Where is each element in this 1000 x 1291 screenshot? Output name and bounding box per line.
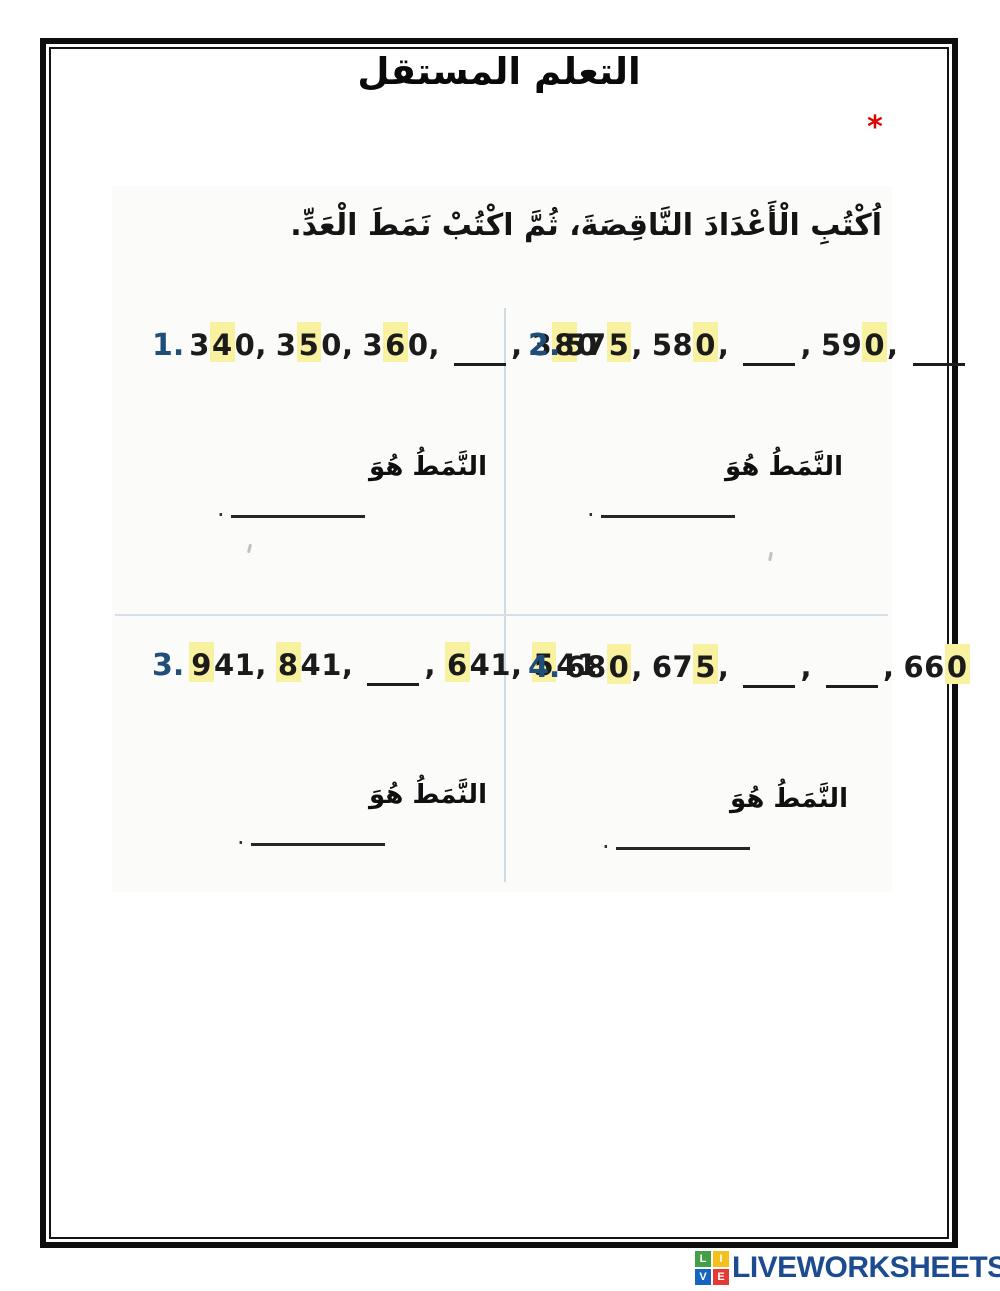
problem-number: 1.: [152, 328, 185, 363]
number-sequence: 680, 675,,, 660: [565, 644, 970, 688]
logo-square-i: I: [713, 1251, 729, 1267]
sequence-number: 590: [821, 322, 888, 362]
pattern-answer-2: النَّمَطُ هُوَ .: [585, 452, 843, 526]
scan-artifact: [768, 551, 773, 562]
page-border-inner-line: [49, 47, 949, 1239]
pattern-answer-blank[interactable]: [231, 515, 365, 518]
instruction-text: اُكْتُبِ الْأَعْدَادَ النَّاقِصَةَ، ثُمَ…: [290, 208, 882, 243]
pattern-period: .: [237, 822, 245, 850]
page-title: التعلم المستقل: [357, 50, 641, 93]
sequence-number: 541: [531, 642, 598, 682]
answer-blank[interactable]: [825, 681, 878, 688]
comma-separator: ,: [717, 650, 730, 684]
page-border-frame: [40, 38, 958, 1248]
sequence-number: 340: [189, 322, 255, 362]
pattern-answer-blank[interactable]: [251, 843, 385, 846]
number-sequence: 575, 580,, 590,: [565, 322, 969, 366]
logo-square-l: L: [695, 1251, 711, 1267]
pattern-label: النَّمَطُ هُوَ: [730, 784, 848, 814]
required-asterisk: *: [867, 110, 883, 145]
sequence-number: 580: [652, 322, 718, 362]
sequence-number: 350: [276, 322, 342, 362]
sequence-number: 675: [652, 644, 718, 684]
comma-separator: ,: [882, 650, 895, 684]
sequence-number: 680: [565, 644, 632, 684]
pattern-period: .: [602, 826, 610, 854]
pattern-label: النَّمَطُ هُوَ: [369, 452, 487, 482]
comma-separator: ,: [631, 328, 643, 362]
vertical-divider: [504, 308, 506, 882]
pattern-period: .: [217, 494, 225, 522]
problem-2: 2. 575, 580,, 590,: [528, 322, 970, 366]
comma-separator: ,: [887, 328, 899, 362]
sequence-number: 841: [275, 642, 342, 682]
pattern-answer-blank[interactable]: [601, 515, 735, 518]
number-sequence: 340, 350, 360,, 380: [189, 322, 598, 366]
pattern-answer-4: النَّمَطُ هُوَ .: [600, 784, 848, 858]
problem-number: 4.: [528, 650, 561, 685]
comma-separator: ,: [631, 650, 643, 684]
pattern-answer-1: النَّمَطُ هُوَ .: [215, 452, 487, 526]
problem-4: 4. 680, 675,,, 660: [528, 644, 970, 688]
sequence-number: 941: [189, 642, 255, 682]
comma-separator: ,: [800, 650, 812, 684]
problem-number: 3.: [152, 648, 185, 683]
logo-square-v: V: [695, 1269, 711, 1285]
comma-separator: ,: [511, 648, 523, 682]
comma-separator: ,: [717, 328, 730, 362]
sequence-number: 360: [362, 322, 428, 362]
sequence-number: 641: [444, 642, 511, 682]
sequence-number: 660: [904, 644, 970, 684]
comma-separator: ,: [428, 328, 441, 362]
problem-3: 3. 941, 841,, 641, 541: [152, 642, 598, 686]
scan-artifact: [246, 543, 253, 554]
pattern-answer-3: النَّمَطُ هُوَ .: [235, 780, 487, 854]
answer-blank[interactable]: [367, 679, 420, 686]
worksheet-scan-area: اُكْتُبِ الْأَعْدَادَ النَّاقِصَةَ، ثُمَ…: [112, 186, 970, 892]
sequence-number: 380: [532, 322, 598, 362]
comma-separator: ,: [424, 648, 436, 682]
answer-blank[interactable]: [743, 681, 796, 688]
pattern-label: النَّمَطُ هُوَ: [369, 780, 487, 810]
problem-1: 1. 340, 350, 360,, 380: [152, 322, 598, 366]
pattern-label: النَّمَطُ هُوَ: [725, 452, 843, 482]
comma-separator: ,: [511, 328, 523, 362]
comma-separator: ,: [341, 328, 354, 362]
comma-separator: ,: [255, 648, 267, 682]
pattern-answer-blank[interactable]: [616, 847, 750, 850]
sequence-number: 575: [565, 322, 632, 362]
pattern-period: .: [587, 494, 595, 522]
comma-separator: ,: [255, 328, 267, 362]
logo-square-e: E: [713, 1269, 729, 1285]
number-sequence: 941, 841,, 641, 541: [189, 642, 598, 686]
answer-blank[interactable]: [743, 359, 796, 366]
comma-separator: ,: [800, 328, 812, 362]
problem-number: 2.: [528, 328, 561, 363]
comma-separator: ,: [341, 648, 354, 682]
horizontal-divider: [115, 614, 888, 616]
answer-blank[interactable]: [912, 359, 965, 366]
answer-blank[interactable]: [454, 359, 507, 366]
liveworksheets-wordmark: LIVEWORKSHEETS: [732, 1251, 1000, 1284]
